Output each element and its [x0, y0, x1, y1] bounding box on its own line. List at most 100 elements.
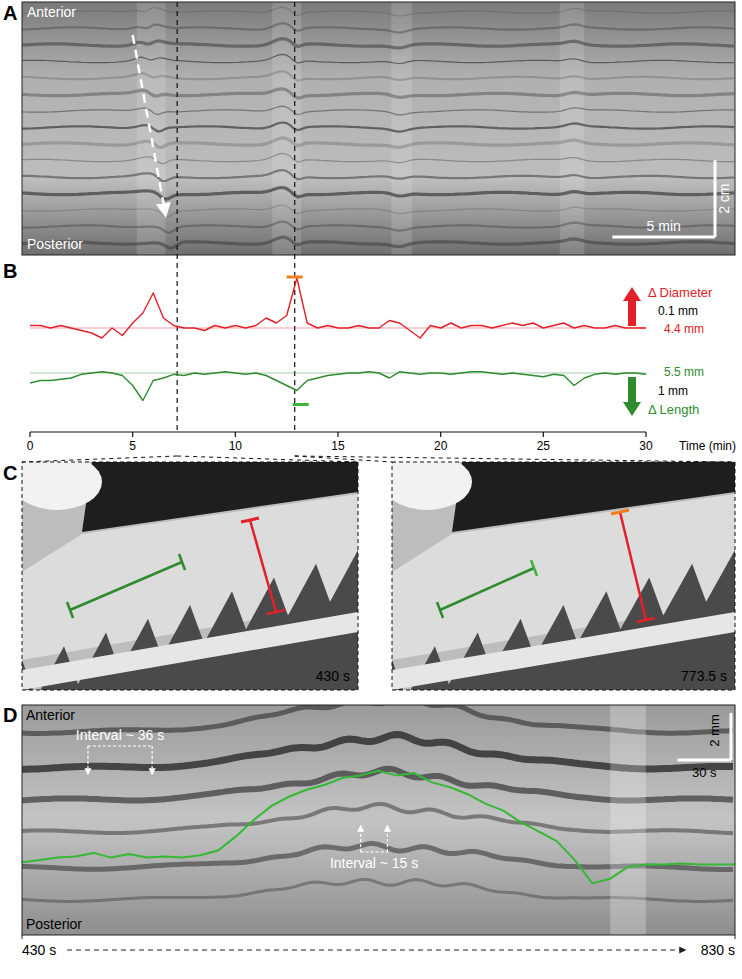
kymograph-stripe	[22, 153, 734, 164]
x-tick	[235, 432, 236, 437]
interval-arrow	[87, 746, 88, 774]
timestamp: 430 s	[316, 668, 350, 684]
length-bar	[440, 568, 534, 610]
scale-label: 1 mm	[658, 384, 688, 398]
label: 30 s	[692, 765, 717, 780]
reference-line	[30, 373, 646, 374]
x-tick	[29, 432, 30, 437]
label: Posterior	[26, 916, 82, 932]
length-cap	[531, 560, 537, 576]
frame	[22, 705, 735, 935]
length-bar	[70, 562, 182, 610]
diameter-cap	[637, 618, 655, 622]
scale-arrow	[628, 377, 636, 402]
scale-arrow-head	[623, 402, 641, 416]
kymograph-d	[22, 705, 735, 935]
x-tick	[543, 432, 544, 437]
trace	[30, 372, 646, 401]
panel-label: D	[3, 704, 17, 726]
label: 5 min	[647, 218, 681, 234]
interval-bracket	[361, 851, 388, 852]
diameter-cap	[241, 518, 259, 522]
scale-arrow	[628, 301, 636, 326]
x-tick	[440, 432, 441, 437]
time-arrow	[67, 949, 685, 950]
tick-label: 20	[434, 439, 448, 453]
series-label: Δ Length	[648, 402, 699, 417]
scale-label: 0.1 mm	[658, 304, 698, 318]
photo	[22, 462, 358, 690]
kymograph-stripe	[22, 39, 734, 48]
kymograph-stripe	[22, 222, 734, 233]
zoom-line	[295, 456, 735, 462]
diameter-cap	[267, 610, 285, 614]
x-tick	[22, 935, 23, 939]
kymograph-stripe	[22, 205, 734, 217]
kymograph-event	[610, 705, 646, 935]
time-marker	[177, 2, 178, 432]
tick-label: 25	[537, 439, 551, 453]
kymograph-background	[22, 2, 735, 255]
tick-label: 5	[129, 439, 136, 453]
photo-legs	[22, 550, 358, 690]
interval-arrow	[360, 826, 361, 852]
x-tick	[337, 432, 338, 437]
photo-highlight	[392, 462, 472, 510]
series-label: Δ Diameter	[648, 285, 713, 300]
x-tick	[735, 935, 736, 939]
figure: AAnteriorPosterior5 min2 cmB051015202530…	[0, 0, 742, 979]
scale-bar	[612, 236, 715, 239]
tick-label: 0	[27, 439, 34, 453]
panel-label: C	[3, 462, 17, 484]
interval-label: Interval ~ 15 s	[330, 855, 418, 871]
label: 2 cm	[716, 183, 732, 213]
length-cap	[67, 602, 73, 618]
wave-arrow	[133, 35, 166, 215]
tick-label: 830 s	[701, 942, 735, 958]
kymograph-event	[391, 2, 412, 255]
photo-surface	[392, 612, 735, 690]
zoom-line	[177, 456, 358, 462]
kymograph-stripe	[22, 89, 734, 98]
kymograph-stripe	[22, 71, 734, 81]
x-tick	[645, 432, 646, 437]
plot-b	[30, 278, 646, 401]
x-tick	[132, 432, 133, 437]
kymograph-a	[22, 2, 735, 255]
kymograph-background	[22, 705, 735, 935]
label: Anterior	[26, 707, 75, 723]
trace	[30, 278, 646, 338]
panel-label: B	[3, 260, 17, 282]
photo-highlight	[22, 462, 102, 510]
label: 2 mm	[707, 714, 722, 747]
kymograph-stripe	[22, 123, 734, 132]
diameter-bar	[620, 512, 646, 620]
length-cap	[437, 602, 443, 618]
trough-indicator	[293, 403, 309, 406]
kymograph-stripe	[22, 54, 734, 63]
scale-bar	[730, 713, 733, 760]
photo-legs	[392, 550, 735, 690]
zoom-line	[22, 456, 177, 462]
tick-label: 430 s	[22, 942, 56, 958]
photo	[392, 462, 735, 690]
tick-label: 15	[331, 439, 345, 453]
photo-frame	[22, 462, 358, 690]
kymograph-stripe	[22, 170, 734, 181]
panel-label: A	[3, 2, 17, 24]
frame	[22, 2, 735, 255]
kymograph-stripe	[22, 23, 734, 32]
kymograph-stripe	[22, 188, 734, 200]
kymograph-stripe	[22, 7, 734, 16]
length-cap	[179, 554, 185, 570]
scale-arrow-head	[623, 287, 641, 301]
label: Posterior	[27, 236, 83, 252]
tick-label: 30	[639, 439, 653, 453]
diameter-bar	[250, 520, 276, 612]
reference-label: 4.4 mm	[664, 322, 704, 336]
interval-arrow	[387, 826, 388, 852]
photo-frame	[392, 462, 735, 690]
reference-label: 5.5 mm	[664, 365, 704, 379]
interval-label: Interval ~ 36 s	[76, 727, 164, 743]
peak-indicator	[287, 276, 303, 279]
